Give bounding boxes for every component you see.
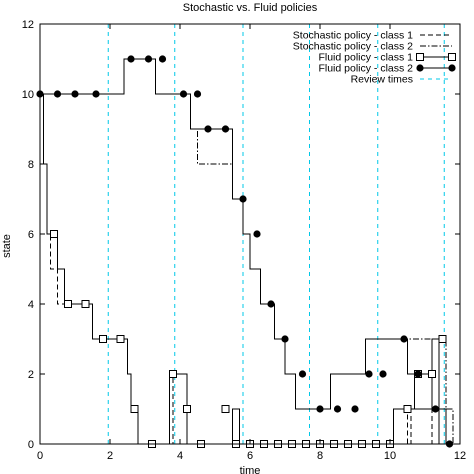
x-tick-label: 10 xyxy=(384,450,396,462)
fluid-class-1-marker xyxy=(169,370,177,378)
x-tick-label: 2 xyxy=(107,450,113,462)
fluid-class-1-marker xyxy=(130,405,139,413)
legend-entry-stochastic-class-1-label: Stochastic policy - class 1 xyxy=(293,30,413,42)
fluid-class-1-marker xyxy=(99,335,107,343)
x-tick-label: 12 xyxy=(454,450,466,462)
fluid-class-1-marker xyxy=(221,405,230,413)
fluid-class-1-marker xyxy=(50,230,58,238)
fluid-class-2-marker xyxy=(144,55,153,63)
fluid-class-2-marker xyxy=(431,405,440,413)
y-tick-label: 8 xyxy=(28,159,34,171)
legend-entry-review-times-label: Review times xyxy=(351,74,413,86)
y-tick-label: 12 xyxy=(22,19,34,31)
fluid-class-2-marker xyxy=(400,335,408,343)
chart-title: Stochastic vs. Fluid policies xyxy=(183,2,318,14)
y-axis-label: state xyxy=(1,234,13,258)
x-tick-label: 0 xyxy=(37,450,43,462)
fluid-class-1-marker xyxy=(403,405,412,413)
fluid-class-2-marker xyxy=(379,370,387,378)
fluid-class-2-marker xyxy=(333,405,342,413)
y-tick-label: 10 xyxy=(22,89,34,101)
legend-square-marker xyxy=(448,53,456,61)
fluid-class-2-marker xyxy=(239,195,247,203)
fluid-class-2-marker xyxy=(414,370,422,378)
x-tick-label: 4 xyxy=(177,450,183,462)
fluid-class-2-marker xyxy=(365,370,373,378)
fluid-class-1-marker xyxy=(183,405,191,413)
y-tick-label: 6 xyxy=(28,229,34,241)
y-tick-label: 0 xyxy=(28,439,34,451)
y-tick-label: 2 xyxy=(28,369,34,381)
legend-circle-marker xyxy=(448,64,456,72)
x-tick-label: 8 xyxy=(317,450,323,462)
legend-square-marker xyxy=(416,53,424,61)
fluid-class-2-marker xyxy=(253,230,261,238)
fluid-class-2-marker xyxy=(267,300,275,308)
fluid-class-2-marker xyxy=(204,125,212,133)
legend-circle-marker xyxy=(416,64,424,72)
fluid-class-2-marker xyxy=(92,90,100,98)
fluid-class-1-marker xyxy=(428,370,436,378)
fluid-class-2-line xyxy=(40,58,460,445)
fluid-class-2-marker xyxy=(281,335,289,343)
legend-entry-fluid-class-1-label: Fluid policy - class 1 xyxy=(318,52,413,64)
y-tick-label: 4 xyxy=(28,299,34,311)
fluid-class-2-marker xyxy=(298,370,307,378)
fluid-class-2-marker xyxy=(53,90,62,98)
legend-entry-fluid-class-2-label: Fluid policy - class 2 xyxy=(318,63,413,75)
x-tick-label: 6 xyxy=(247,450,253,462)
fluid-class-1-marker xyxy=(64,300,72,308)
fluid-class-1-marker xyxy=(438,335,447,343)
fluid-class-2-marker xyxy=(158,55,167,63)
plot-area: 0 2 4 6 8 10 12 0 2 4 6 8 10 12 xyxy=(22,19,466,462)
fluid-class-2-marker xyxy=(71,90,79,98)
fluid-class-2-marker xyxy=(221,125,230,133)
fluid-class-2-marker xyxy=(179,90,188,98)
x-axis-label: time xyxy=(240,465,261,474)
fluid-class-2-marker xyxy=(127,55,135,63)
fluid-class-2-marker xyxy=(316,405,324,413)
fluid-class-1-marker xyxy=(81,300,90,308)
fluid-class-1-marker xyxy=(116,335,125,343)
legend-entry-stochastic-class-2-label: Stochastic policy - class 2 xyxy=(293,41,413,53)
fluid-class-2-marker xyxy=(351,405,359,413)
fluid-class-2-marker xyxy=(193,90,202,98)
